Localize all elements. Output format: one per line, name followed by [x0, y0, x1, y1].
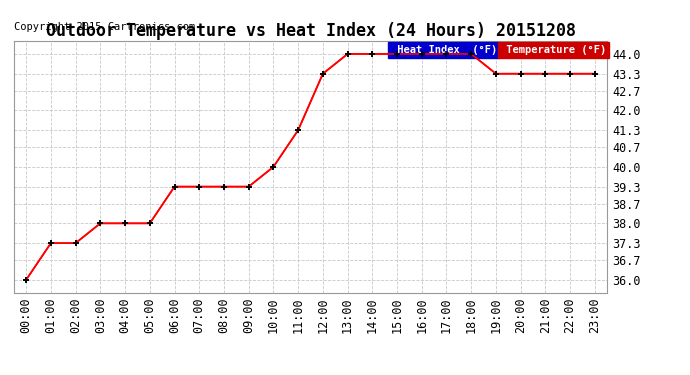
Text: Heat Index  (°F): Heat Index (°F) [391, 45, 497, 55]
Text: Copyright 2015 Cartronics.com: Copyright 2015 Cartronics.com [14, 22, 195, 33]
Title: Outdoor Temperature vs Heat Index (24 Hours) 20151208: Outdoor Temperature vs Heat Index (24 Ho… [46, 22, 575, 40]
Text: Temperature (°F): Temperature (°F) [500, 45, 607, 55]
